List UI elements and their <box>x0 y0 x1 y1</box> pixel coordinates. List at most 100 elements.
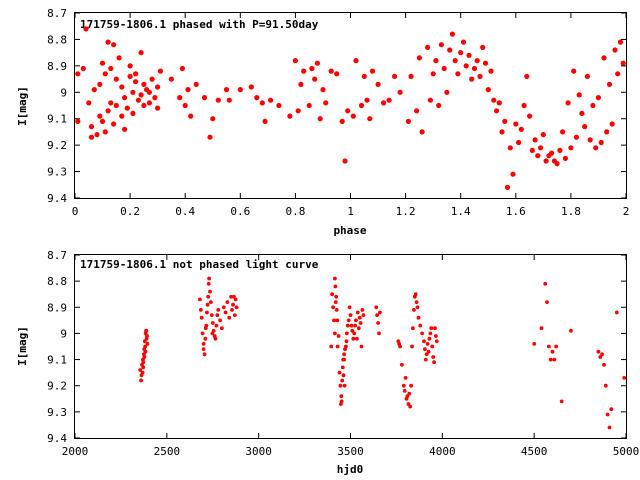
x-tick-label: 0 <box>72 205 79 218</box>
data-point <box>344 339 349 344</box>
data-point <box>75 118 81 124</box>
data-point <box>185 87 191 93</box>
data-point <box>144 328 149 333</box>
data-point <box>428 331 433 336</box>
data-point <box>332 318 336 323</box>
data-point <box>113 102 119 109</box>
data-point <box>466 52 472 58</box>
data-point <box>201 347 206 351</box>
data-point <box>259 100 265 106</box>
data-point <box>606 81 613 87</box>
data-point <box>233 297 238 302</box>
data-point <box>210 321 215 325</box>
data-point <box>353 58 359 64</box>
x-tick-label: 4500 <box>521 445 548 458</box>
bottom-plot-ticks: 2000 2500 3000 3500 4000 4500 5000 8.7 8.8 8.9 9 9.… <box>47 249 639 458</box>
data-point <box>549 150 555 156</box>
data-point <box>622 376 627 380</box>
data-point <box>203 336 208 341</box>
data-point <box>99 60 106 66</box>
data-point <box>200 331 205 336</box>
data-point <box>458 50 464 56</box>
data-point <box>617 39 624 45</box>
data-point <box>593 145 599 151</box>
data-point <box>422 339 426 344</box>
y-tick-label: 8.8 <box>47 275 67 288</box>
data-point <box>360 308 365 312</box>
data-point <box>402 389 407 393</box>
data-point <box>559 399 564 404</box>
data-point <box>579 110 585 116</box>
data-point <box>331 305 335 310</box>
x-tick-label: 5000 <box>613 445 640 458</box>
data-point <box>607 425 612 430</box>
data-point <box>88 134 95 140</box>
data-point <box>340 378 345 383</box>
data-point <box>193 81 199 87</box>
data-point <box>614 310 619 315</box>
data-point <box>504 184 511 190</box>
data-point <box>262 118 268 124</box>
data-point <box>434 339 439 344</box>
data-point <box>415 305 420 310</box>
data-point <box>122 126 128 132</box>
data-point <box>155 84 161 90</box>
top-plot-points <box>75 26 626 190</box>
data-point <box>119 84 125 90</box>
data-point <box>338 383 343 388</box>
data-point <box>416 55 422 61</box>
data-point <box>359 344 364 349</box>
data-point <box>142 355 147 359</box>
data-point <box>449 31 455 37</box>
data-point <box>91 87 97 93</box>
data-point <box>335 344 340 349</box>
y-tick-label: 9 <box>60 327 67 340</box>
x-tick-label: 2 <box>623 205 630 218</box>
y-tick-label: 9.1 <box>47 113 67 126</box>
data-point <box>140 370 145 375</box>
data-point <box>130 89 136 95</box>
x-tick-label: 0.8 <box>285 205 305 218</box>
data-point <box>598 355 603 359</box>
data-point <box>426 349 431 354</box>
bottom-plot-frame <box>74 254 627 439</box>
data-point <box>208 289 212 294</box>
data-point <box>119 113 125 119</box>
data-point <box>378 310 382 315</box>
data-point <box>198 308 203 312</box>
data-point <box>157 68 163 74</box>
data-point <box>344 331 349 336</box>
data-point <box>419 129 425 135</box>
x-tick-label: 2500 <box>154 445 181 458</box>
data-point <box>203 326 208 331</box>
data-point <box>141 365 146 370</box>
data-point <box>295 108 301 114</box>
data-point <box>600 352 604 357</box>
y-tick-label: 9 <box>60 86 67 99</box>
y-tick-label: 9.1 <box>47 354 67 367</box>
data-point <box>231 302 235 307</box>
data-point <box>335 318 340 323</box>
data-point <box>375 313 379 317</box>
data-point <box>216 308 221 312</box>
data-point <box>401 383 406 388</box>
data-point <box>398 344 402 349</box>
x-tick-label: 0.2 <box>120 205 140 218</box>
data-point <box>609 121 615 127</box>
data-point <box>234 305 239 310</box>
data-point <box>80 65 86 72</box>
data-point <box>149 76 155 82</box>
data-point <box>138 92 144 98</box>
data-point <box>535 153 541 159</box>
data-point <box>392 73 398 79</box>
data-point <box>342 383 347 388</box>
data-point <box>431 355 436 359</box>
data-point <box>146 100 152 106</box>
data-point <box>433 58 439 64</box>
data-point <box>436 102 442 109</box>
data-point <box>336 334 341 338</box>
data-point <box>105 39 111 45</box>
data-point <box>342 357 346 362</box>
data-point <box>138 368 143 372</box>
data-point <box>565 100 571 106</box>
